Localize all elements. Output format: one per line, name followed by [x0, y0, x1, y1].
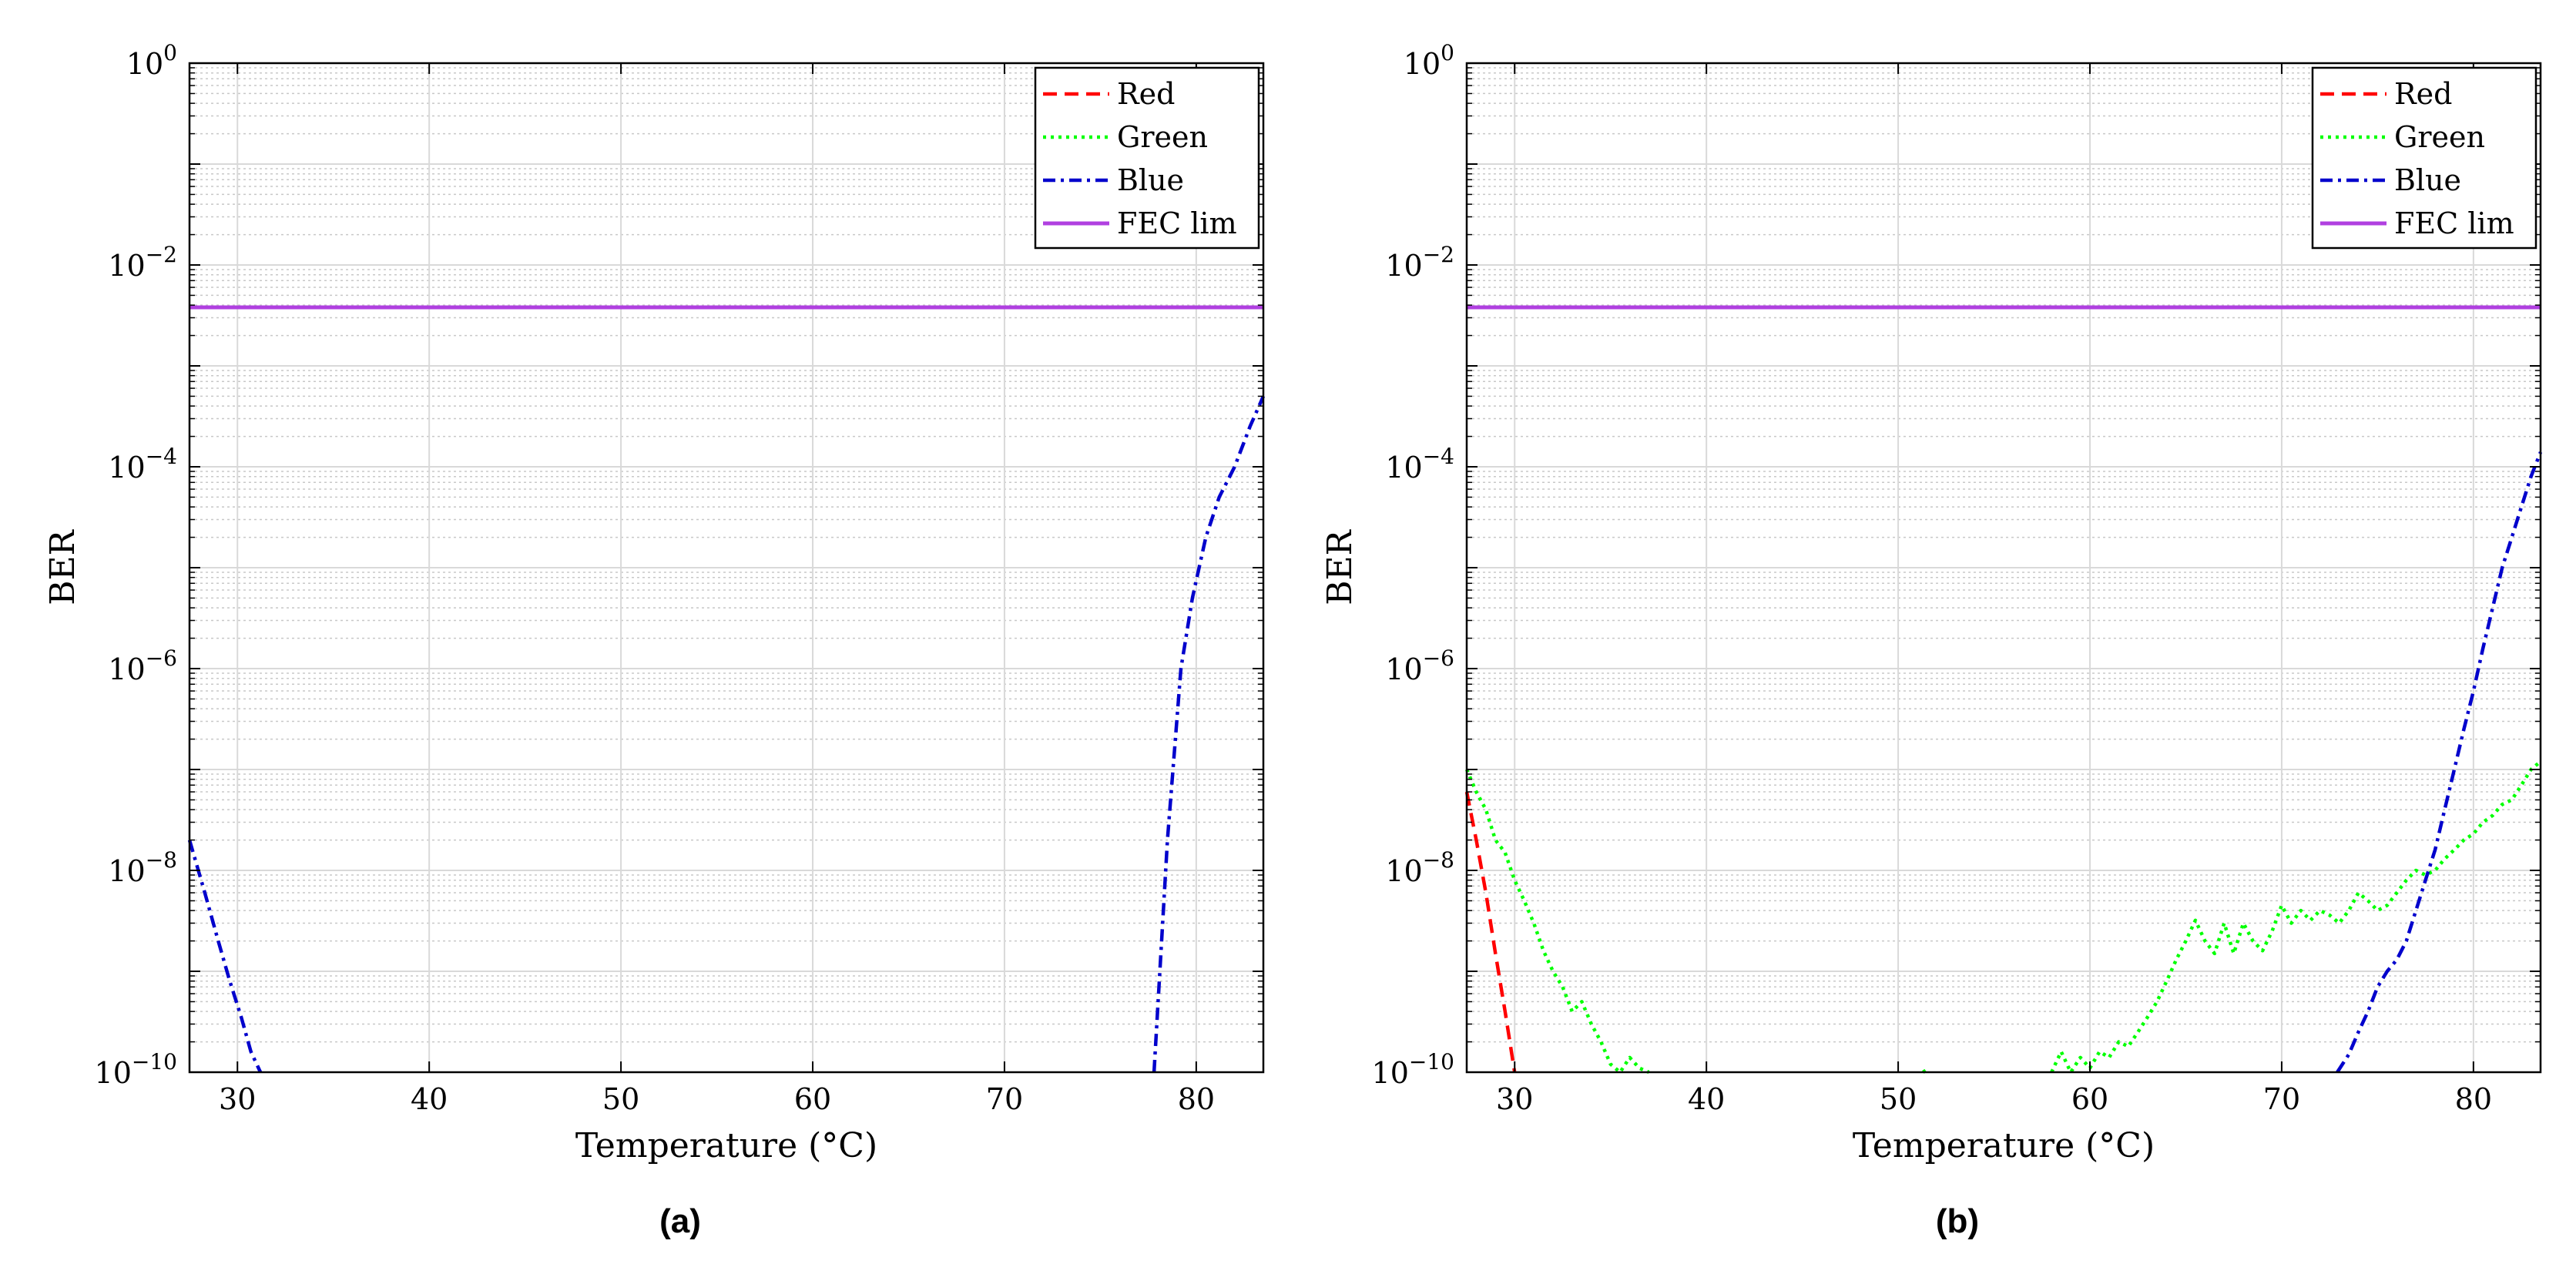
y-tick-label: 10−2: [108, 242, 177, 283]
y-axis-label: BER: [43, 528, 82, 605]
y-tick-base: 10: [126, 47, 163, 81]
y-tick-base: 10: [108, 249, 145, 283]
legend-box: [1034, 66, 1260, 250]
series-line-green: [1464, 769, 1650, 1075]
y-tick-base: 10: [1372, 1056, 1409, 1090]
y-tick-base: 10: [108, 451, 145, 484]
series-line-blue: [187, 839, 263, 1073]
x-tick-label: 50: [602, 1082, 639, 1116]
panel-label-a: (a): [659, 1202, 701, 1240]
series-line-blue: [1152, 395, 1266, 1073]
axes-box: [1465, 62, 2542, 1074]
y-tick-label: 100: [126, 40, 177, 81]
x-tick-label: 30: [219, 1082, 256, 1116]
legend-label: Green: [1117, 120, 1208, 154]
x-tick-label: 80: [1178, 1082, 1215, 1116]
y-tick-exponent: −2: [146, 242, 177, 267]
x-axis-label: Temperature (°C): [1853, 1126, 2155, 1165]
y-tick-label: 10−4: [108, 444, 177, 484]
y-tick-exponent: −2: [1423, 242, 1454, 267]
minor-gridlines: [1467, 67, 2541, 1043]
y-tick-label: 10−6: [108, 645, 177, 686]
axes-frame: [1465, 62, 2542, 1074]
y-tick-exponent: −4: [1423, 444, 1454, 469]
y-tick-exponent: −4: [146, 444, 177, 469]
legend-label: Blue: [2394, 163, 2461, 197]
y-tick-exponent: −8: [146, 847, 177, 873]
y-tick-base: 10: [1385, 249, 1422, 283]
y-tick-base: 10: [108, 854, 145, 888]
legend-label: Blue: [1117, 163, 1184, 197]
y-tick-label: 10−10: [1372, 1049, 1454, 1090]
y-tick-base: 10: [108, 652, 145, 686]
y-tick-base: 10: [1385, 451, 1422, 484]
series-group: [1464, 305, 2543, 1075]
axes-frame: [188, 62, 1265, 1074]
y-tick-label: 10−6: [1385, 645, 1454, 686]
x-tick-label: 70: [986, 1082, 1023, 1116]
y-tick-label: 10−8: [1385, 847, 1454, 888]
legend-label: FEC lim: [2394, 206, 2514, 240]
y-tick-exponent: −6: [146, 645, 177, 671]
axes-box: [188, 62, 1265, 1074]
y-tick-exponent: −10: [132, 1049, 177, 1075]
y-tick-base: 10: [1404, 47, 1441, 81]
x-tick-labels: 30 40 50 60 70 80: [1496, 1082, 2492, 1116]
y-tick-base: 10: [1385, 652, 1422, 686]
y-tick-base: 10: [95, 1056, 132, 1090]
y-tick-label: 10−2: [1385, 242, 1454, 283]
legend: Red Green Blue FEC lim: [2311, 66, 2537, 250]
minor-gridlines: [190, 67, 1263, 1043]
y-tick-label: 100: [1404, 40, 1454, 81]
x-tick-labels: 30 40 50 60 70 80: [219, 1082, 1215, 1116]
x-tick-label: 30: [1496, 1082, 1533, 1116]
x-tick-label: 60: [794, 1082, 831, 1116]
series-line-green: [2050, 759, 2542, 1075]
y-axis-label: BER: [1320, 528, 1360, 605]
y-tick-label: 10−8: [108, 847, 177, 888]
legend-label: Red: [2394, 77, 2452, 111]
legend: Red Green Blue FEC lim: [1034, 66, 1260, 250]
x-tick-label: 70: [2263, 1082, 2300, 1116]
x-tick-label: 60: [2071, 1082, 2108, 1116]
y-tick-exponent: −6: [1423, 645, 1454, 671]
legend-label: FEC lim: [1117, 206, 1237, 240]
y-tick-base: 10: [1385, 854, 1422, 888]
y-tick-exponent: −8: [1423, 847, 1454, 873]
y-tick-exponent: 0: [1441, 40, 1454, 65]
x-tick-label: 40: [411, 1082, 448, 1116]
legend-box: [2311, 66, 2537, 250]
series-line-blue: [2336, 451, 2543, 1074]
x-tick-label: 50: [1880, 1082, 1917, 1116]
x-axis-label: Temperature (°C): [575, 1126, 877, 1165]
y-tick-label: 10−4: [1385, 444, 1454, 484]
y-tick-exponent: −10: [1409, 1049, 1454, 1075]
y-tick-label: 10−10: [95, 1049, 177, 1090]
x-tick-label: 40: [1688, 1082, 1725, 1116]
legend-label: Green: [2394, 120, 2485, 154]
panel-label-b: (b): [1936, 1202, 1979, 1240]
series-group: [187, 305, 1266, 1073]
major-gridlines: [190, 62, 1263, 1073]
y-tick-exponent: 0: [163, 40, 177, 65]
legend-label: Red: [1117, 77, 1175, 111]
x-tick-label: 80: [2455, 1082, 2492, 1116]
series-line-red: [1464, 791, 1517, 1073]
